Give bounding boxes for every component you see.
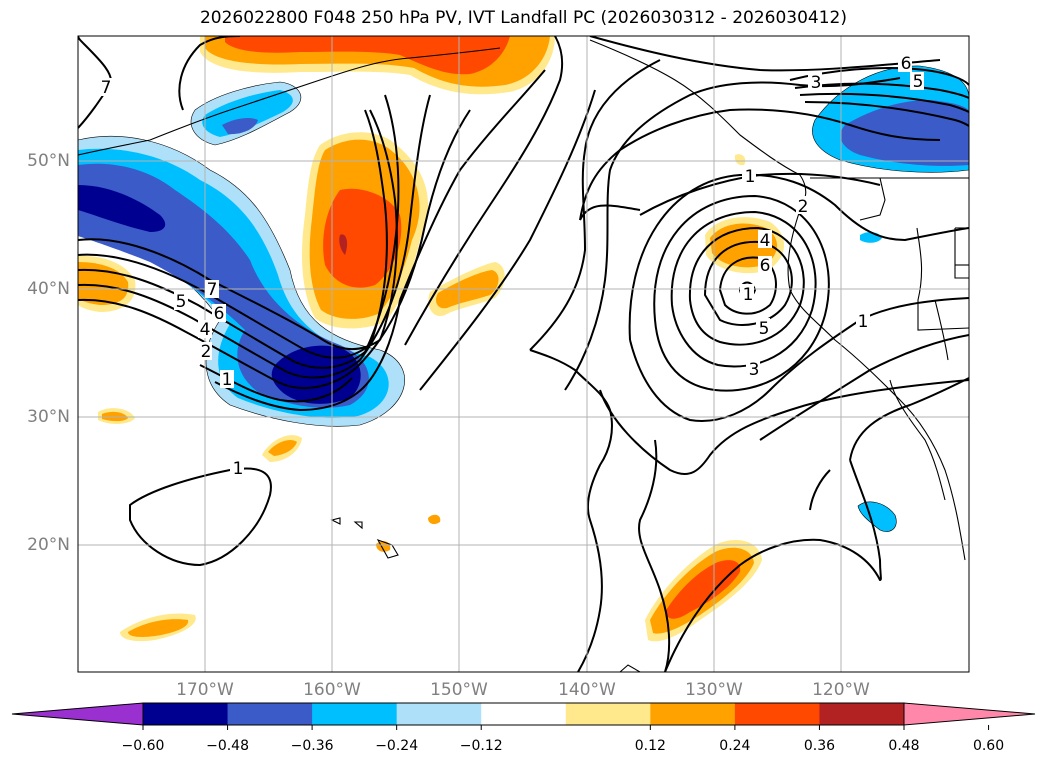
colorbar-tick-label: 0.24: [719, 738, 751, 754]
colorbar-segment: [481, 703, 567, 725]
colorbar-outline: [142, 702, 905, 726]
negative-anomaly-northeast: [812, 65, 969, 532]
contour-label: 2: [201, 342, 212, 362]
lon-label-120w: 120°W: [812, 680, 870, 700]
positive-anomaly-north: [200, 36, 555, 95]
colorbar-tick-label: 0.48: [888, 738, 920, 754]
lon-label-160w: 160°W: [303, 680, 361, 700]
colorbar-segment: [819, 703, 905, 725]
colorbar-tick-label: −0.36: [290, 738, 334, 754]
colorbar-ticks: [142, 725, 990, 730]
contour-label: 6: [214, 304, 225, 324]
lat-label-50n: 50°N: [27, 151, 70, 171]
colorbar-extend-min: [11, 702, 144, 726]
contour-label: 7: [101, 78, 112, 98]
colorbar-tick-label: −0.24: [375, 738, 419, 754]
contour-label: 6: [760, 256, 771, 276]
contour-labels: 7 1 3 6 5 1 2 4 6 1 5 3 7 6 5 4 2 1 1: [99, 54, 924, 479]
lon-label-140w: 140°W: [558, 680, 616, 700]
contour-label: 3: [749, 360, 760, 380]
coastlines: [78, 39, 969, 672]
contour-label: 1: [745, 167, 756, 187]
lon-label-150w: 150°W: [430, 680, 488, 700]
colorbar-segments: [143, 703, 905, 725]
colorbar-segment: [396, 703, 482, 725]
colorbar-segment: [734, 703, 820, 725]
colorbar-tick-label: −0.48: [206, 738, 249, 754]
contour-label: 4: [760, 231, 771, 251]
contour-label: 3: [811, 73, 822, 93]
colorbar-segment: [650, 703, 736, 725]
contour-label: 1: [743, 285, 754, 305]
contour-label: 5: [176, 292, 187, 312]
contour-label: 5: [759, 319, 770, 339]
lat-label-40n: 40°N: [27, 279, 70, 299]
lat-label-30n: 30°N: [27, 407, 70, 427]
contour-label: 1: [233, 459, 244, 479]
lat-label-20n: 20°N: [27, 535, 70, 555]
lon-label-130w: 130°W: [685, 680, 743, 700]
negative-anomaly-north: [190, 81, 302, 146]
contour-label: 2: [798, 197, 809, 217]
pv-ivt-map: 7 1 3 6 5 1 2 4 6 1 5 3 7 6 5 4 2 1 1: [77, 35, 970, 673]
contour-label: 5: [913, 72, 924, 92]
contour-label: 1: [222, 370, 233, 390]
colorbar-tick-label: 0.60: [972, 738, 1005, 754]
colorbar-segment: [143, 703, 229, 725]
colorbar-tick-label: 0.36: [803, 738, 836, 754]
figure-title: 2026022800 F048 250 hPa PV, IVT Landfall…: [199, 8, 847, 28]
colorbar-tick-label: −0.60: [121, 738, 165, 754]
colorbar-tick-label: −0.12: [459, 738, 503, 754]
lon-label-170w: 170°W: [176, 680, 234, 700]
contour-label: 4: [200, 320, 211, 340]
contour-label: 6: [901, 54, 912, 74]
colorbar-tick-label: 0.12: [634, 738, 666, 754]
colorbar-segment: [565, 703, 651, 725]
contour-label: 7: [207, 280, 218, 300]
colorbar-extend-max: [903, 702, 1036, 726]
contour-label: 1: [858, 312, 869, 332]
colorbar-segment: [312, 703, 398, 725]
colorbar-segment: [227, 703, 313, 725]
